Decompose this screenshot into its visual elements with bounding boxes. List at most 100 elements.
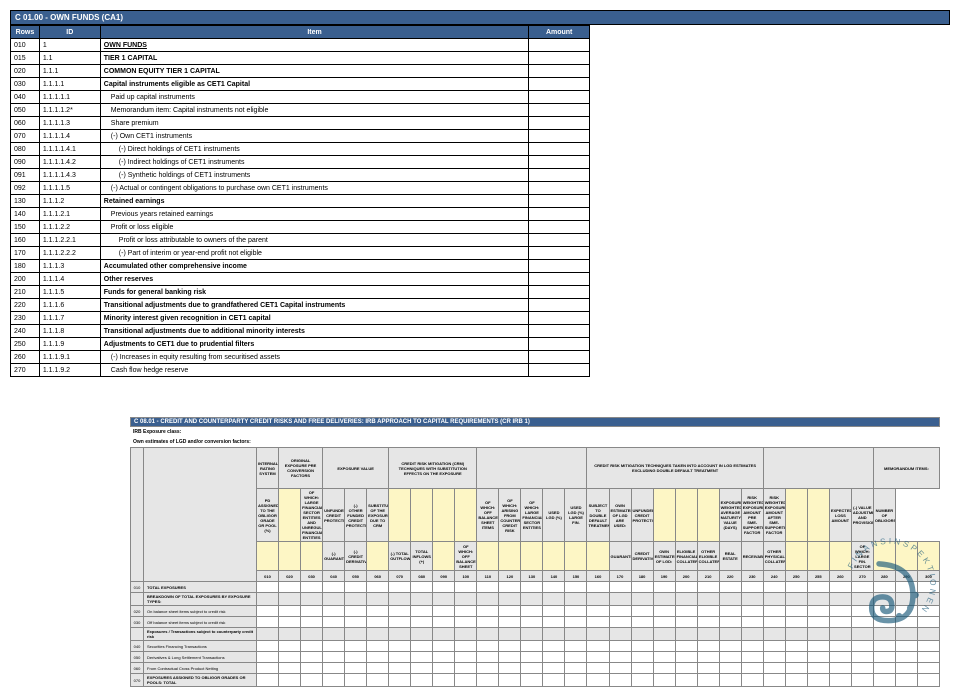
cell <box>521 674 543 687</box>
cell <box>499 582 521 593</box>
table-row: 0921.1.1.1.5(-) Actual or contingent obl… <box>11 182 590 195</box>
cell <box>895 652 917 663</box>
cell <box>741 617 763 628</box>
table-row: 2201.1.1.6Transitional adjustments due t… <box>11 299 590 312</box>
cell-item: (-) Increases in equity resulting from s… <box>100 351 529 364</box>
cell <box>499 641 521 652</box>
cell <box>389 593 411 606</box>
cell <box>565 652 587 663</box>
cell <box>455 663 477 674</box>
cell <box>455 641 477 652</box>
sub-col-header <box>301 542 323 571</box>
cell <box>411 641 433 652</box>
cell <box>323 652 345 663</box>
cell <box>499 652 521 663</box>
cell <box>587 674 609 687</box>
sub-col-header <box>477 542 499 571</box>
cell <box>499 593 521 606</box>
cell <box>741 593 763 606</box>
sub-col-header <box>565 542 587 571</box>
cell <box>411 652 433 663</box>
cell <box>565 617 587 628</box>
cell <box>345 593 367 606</box>
sub-col-header <box>257 542 279 571</box>
cell <box>807 652 829 663</box>
cell <box>763 628 785 641</box>
cell <box>763 663 785 674</box>
col-num: 110 <box>477 571 499 582</box>
cell <box>587 641 609 652</box>
cell <box>697 606 719 617</box>
cell <box>697 641 719 652</box>
cell <box>697 663 719 674</box>
row-num: 030 <box>131 617 144 628</box>
cell-rows: 150 <box>11 221 40 234</box>
cell <box>345 606 367 617</box>
cell <box>675 641 697 652</box>
cell-id: 1.1.1.2.1 <box>39 208 100 221</box>
cell <box>345 674 367 687</box>
col-header: USED LGD (%) <box>543 489 565 542</box>
row-label: BREAKDOWN OF TOTAL EXPOSURES BY EXPOSURE… <box>144 593 257 606</box>
table-row: 2001.1.1.4Other reserves <box>11 273 590 286</box>
col-header: SUBSTITUTION OF THE EXPOSURE DUE TO CRM <box>367 489 389 542</box>
cell-id: 1.1.1.1.5 <box>39 182 100 195</box>
cell <box>367 606 389 617</box>
cell <box>521 628 543 641</box>
crirb-container: C 08.01 - CREDIT AND COUNTERPARTY CREDIT… <box>130 417 940 687</box>
cell-rows: 270 <box>11 364 40 377</box>
table-row: 1601.1.1.2.2.1Profit or loss attributabl… <box>11 234 590 247</box>
col-num: 240 <box>763 571 785 582</box>
cell <box>785 674 807 687</box>
cell <box>719 606 741 617</box>
col-num: 060 <box>367 571 389 582</box>
cell-id: 1.1.1.2.2.2 <box>39 247 100 260</box>
table-row: 2501.1.1.9Adjustments to CET1 due to pru… <box>11 338 590 351</box>
cell <box>851 641 873 652</box>
cell <box>279 652 301 663</box>
cell <box>741 652 763 663</box>
table-row: 0201.1.1COMMON EQUITY TIER 1 CAPITAL <box>11 65 590 78</box>
cell-rows: 092 <box>11 182 40 195</box>
cell-amount <box>529 247 590 260</box>
cell <box>763 593 785 606</box>
sub-col-header: OWN ESTIMATES OF LGD: <box>653 542 675 571</box>
sub-col-header <box>521 542 543 571</box>
cell <box>851 663 873 674</box>
cell-id: 1.1.1.9 <box>39 338 100 351</box>
cell-item: COMMON EQUITY TIER 1 CAPITAL <box>100 65 529 78</box>
table-row: 050Derivatives & Long Settlement Transac… <box>131 652 940 663</box>
col-num: 190 <box>653 571 675 582</box>
cell-amount <box>529 104 590 117</box>
cell <box>257 641 279 652</box>
cell <box>389 641 411 652</box>
cell <box>807 674 829 687</box>
sub-col-header: (-) GUARANTEES <box>323 542 345 571</box>
cell <box>565 663 587 674</box>
cell <box>543 628 565 641</box>
cell <box>829 663 851 674</box>
ca1-title: C 01.00 - OWN FUNDS (CA1) <box>10 10 950 25</box>
cell <box>345 628 367 641</box>
cell <box>609 606 631 617</box>
cell <box>873 652 895 663</box>
cell <box>675 617 697 628</box>
cell <box>323 617 345 628</box>
row-label: Off balance sheet items subject to credi… <box>144 617 257 628</box>
cell <box>653 641 675 652</box>
cell <box>455 593 477 606</box>
cell <box>301 617 323 628</box>
cell <box>587 582 609 593</box>
cell <box>389 582 411 593</box>
cell-amount <box>529 91 590 104</box>
cell <box>741 628 763 641</box>
cell <box>565 641 587 652</box>
col-header: OWN ESTIMATES OF LGD ARE USED: <box>609 489 631 542</box>
cell <box>697 582 719 593</box>
group-header: CREDIT RISK MITIGATION TECHNIQUES TAKEN … <box>587 448 763 489</box>
sub-col-header <box>499 542 521 571</box>
cell-amount <box>529 117 590 130</box>
cell <box>719 628 741 641</box>
cell <box>389 606 411 617</box>
cell <box>433 617 455 628</box>
